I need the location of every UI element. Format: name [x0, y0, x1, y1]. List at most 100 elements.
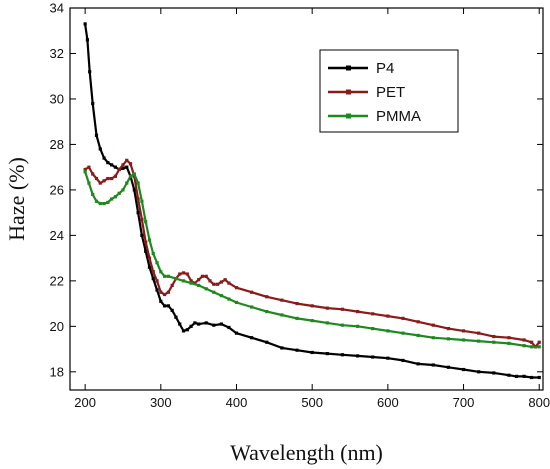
series-point-pet [204, 274, 208, 278]
series-point-p4 [227, 325, 231, 330]
series-point-pmma [204, 287, 208, 291]
series-point-pmma [106, 200, 110, 205]
series-point-pmma [132, 172, 136, 176]
x-tick-label: 700 [453, 395, 475, 410]
series-point-pmma [416, 333, 420, 338]
series-point-p4 [163, 304, 167, 308]
series-point-pmma [295, 316, 299, 320]
series-point-pet [461, 329, 466, 333]
series-point-p4 [144, 249, 148, 253]
series-point-p4 [507, 373, 511, 377]
series-point-p4 [204, 321, 208, 325]
series-point-pet [163, 292, 167, 297]
series-point-p4 [492, 371, 496, 375]
series-point-pmma [340, 323, 345, 327]
series-point-pet [189, 279, 193, 283]
series-point-p4 [514, 374, 519, 378]
series-point-pet [340, 307, 345, 311]
series-point-p4 [181, 329, 186, 333]
series-point-pet [492, 334, 496, 339]
series-point-pmma [136, 181, 140, 185]
legend-marker-p4 [346, 65, 351, 71]
series-point-pet [431, 323, 435, 327]
series-point-pmma [325, 321, 329, 325]
series-point-pmma [163, 274, 167, 278]
series-point-p4 [132, 188, 136, 192]
y-tick-label: 24 [50, 228, 64, 243]
series-point-pmma [234, 300, 239, 305]
series-point-p4 [85, 38, 90, 42]
legend-marker-pet [346, 89, 351, 95]
series-point-pet [295, 301, 299, 306]
series-point-p4 [102, 156, 106, 160]
series-point-p4 [310, 350, 314, 355]
series-point-p4 [265, 340, 269, 344]
series-point-pmma [492, 340, 496, 344]
series-point-pet [125, 158, 129, 162]
series-point-pet [110, 176, 114, 181]
legend-label-pet: PET [376, 84, 405, 101]
x-axis-ticks: 200 300 400 500 600 700 800 [74, 8, 550, 410]
series-point-p4 [431, 363, 435, 367]
y-tick-label: 22 [50, 273, 64, 288]
series-point-pmma [155, 261, 159, 265]
legend-marker-pmma [346, 113, 351, 119]
series-point-p4 [280, 346, 284, 350]
series-layer [83, 22, 541, 380]
series-point-pet [178, 272, 182, 276]
series-point-pet [151, 270, 155, 274]
series-point-p4 [151, 276, 155, 281]
series-point-p4 [140, 233, 144, 237]
series-point-pmma [446, 337, 450, 341]
series-point-p4 [537, 375, 541, 380]
series-point-pet [537, 340, 541, 344]
series-point-pet [159, 290, 163, 294]
series-point-p4 [166, 304, 170, 308]
series-point-pet [166, 290, 170, 294]
series-point-pmma [102, 201, 106, 206]
x-tick-label: 500 [301, 395, 323, 410]
series-point-pmma [371, 327, 375, 331]
series-point-p4 [147, 265, 152, 269]
series-point-p4 [522, 374, 526, 378]
series-point-pet [223, 278, 227, 282]
series-point-pet [128, 162, 133, 166]
series-point-pmma [386, 329, 390, 333]
series-point-pet [280, 298, 284, 302]
series-point-p4 [295, 348, 299, 352]
series-point-p4 [340, 353, 345, 357]
series-line-p4 [84, 23, 540, 379]
series-point-pmma [83, 170, 87, 174]
series-point-pet [212, 282, 216, 286]
series-point-p4 [83, 22, 87, 26]
series-point-pmma [159, 270, 163, 274]
series-point-p4 [125, 165, 129, 169]
series-point-pmma [125, 181, 129, 185]
series-point-pet [234, 286, 239, 290]
series-point-pet [355, 309, 360, 314]
series-point-pmma [355, 324, 360, 328]
series-point-pet [98, 181, 102, 185]
x-tick-label: 300 [150, 395, 172, 410]
series-point-pet [106, 176, 110, 181]
series-point-pet [170, 283, 174, 288]
series-point-pet [371, 312, 375, 316]
series-point-pmma [181, 279, 186, 283]
series-point-pmma [174, 276, 178, 281]
series-point-pet [227, 281, 231, 285]
series-point-pmma [227, 297, 231, 301]
series-point-pmma [250, 305, 254, 309]
series-point-pet [416, 320, 420, 324]
series-point-pmma [166, 274, 170, 278]
series-point-pet [310, 304, 314, 308]
series-point-pet [140, 217, 144, 222]
series-point-pmma [461, 338, 466, 342]
series-point-pet [155, 279, 159, 283]
series-point-pet [102, 179, 106, 183]
series-point-p4 [371, 355, 375, 359]
series-point-pet [477, 331, 481, 335]
series-point-pmma [117, 191, 121, 195]
series-point-pet [530, 340, 534, 344]
series-point-p4 [155, 288, 159, 292]
series-point-pmma [151, 251, 155, 256]
